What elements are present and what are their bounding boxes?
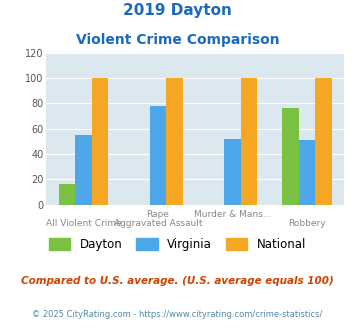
Bar <box>75 135 92 205</box>
Bar <box>92 78 108 205</box>
Text: Aggravated Assault: Aggravated Assault <box>114 219 202 228</box>
Bar <box>283 109 299 205</box>
Bar <box>299 140 315 205</box>
Text: Violent Crime Comparison: Violent Crime Comparison <box>76 33 279 47</box>
Text: Rape: Rape <box>147 210 169 218</box>
Bar <box>166 78 182 205</box>
Text: All Violent Crime: All Violent Crime <box>45 219 121 228</box>
Bar <box>59 184 75 205</box>
Bar <box>241 78 257 205</box>
Text: 2019 Dayton: 2019 Dayton <box>123 3 232 18</box>
Text: Murder & Mans...: Murder & Mans... <box>194 210 271 218</box>
Bar <box>150 106 166 205</box>
Legend: Dayton, Virginia, National: Dayton, Virginia, National <box>44 233 311 255</box>
Text: Robbery: Robbery <box>288 219 326 228</box>
Bar <box>224 139 241 205</box>
Text: © 2025 CityRating.com - https://www.cityrating.com/crime-statistics/: © 2025 CityRating.com - https://www.city… <box>32 310 323 319</box>
Bar <box>315 78 332 205</box>
Text: Compared to U.S. average. (U.S. average equals 100): Compared to U.S. average. (U.S. average … <box>21 276 334 285</box>
